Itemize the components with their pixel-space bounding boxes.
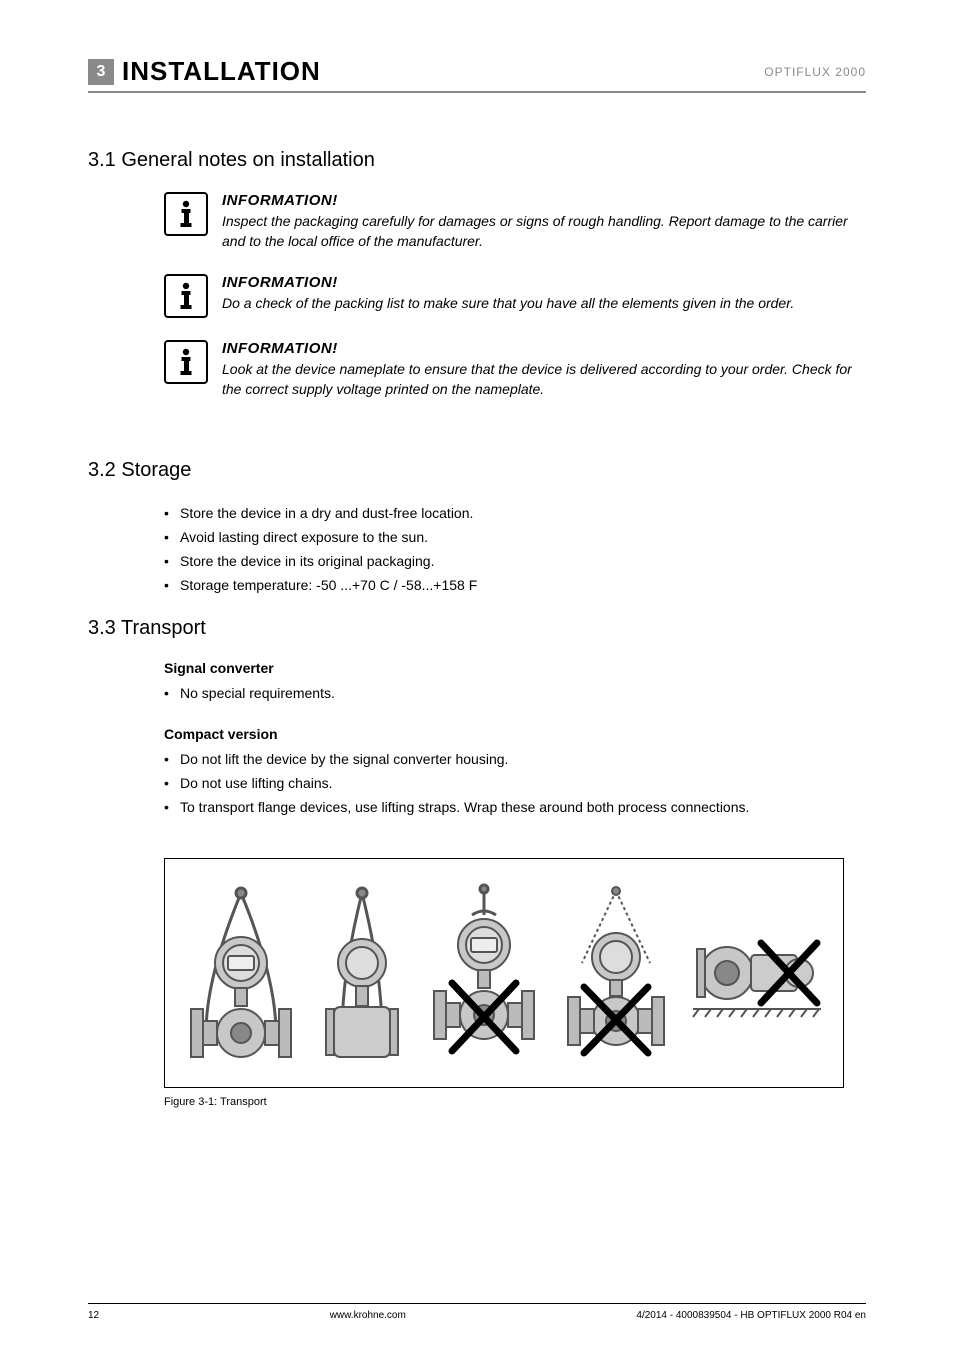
section-3-2-body: Store the device in a dry and dust-free … [164, 502, 866, 597]
info-text: INFORMATION! Look at the device nameplat… [222, 340, 866, 400]
section-3-2-heading: 3.2 Storage [88, 459, 866, 482]
compact-version-list: Do not lift the device by the signal con… [164, 748, 866, 819]
chapter-number-box: 3 [88, 59, 114, 85]
list-item: Do not lift the device by the signal con… [164, 748, 866, 772]
info-block: INFORMATION! Inspect the packaging caref… [164, 192, 866, 252]
transport-correct-front-icon [181, 883, 301, 1063]
info-body: Do a check of the packing list to make s… [222, 293, 794, 313]
chapter-header: 3 INSTALLATION OPTIFLUX 2000 [88, 56, 866, 87]
chapter-number: 3 [97, 63, 106, 81]
footer-url: www.krohne.com [330, 1310, 406, 1321]
info-body: Inspect the packaging carefully for dama… [222, 211, 866, 252]
page-number: 12 [88, 1310, 99, 1321]
list-item: Do not use lifting chains. [164, 772, 866, 796]
signal-converter-heading: Signal converter [164, 660, 866, 676]
info-heading: INFORMATION! [222, 340, 866, 357]
header-rule [88, 91, 866, 93]
page-footer: 12 www.krohne.com 4/2014 - 4000839504 - … [88, 1303, 866, 1321]
figure-3-1 [164, 858, 844, 1088]
footer-docref: 4/2014 - 4000839504 - HB OPTIFLUX 2000 R… [636, 1310, 866, 1321]
info-icon [164, 274, 208, 318]
list-item: Avoid lasting direct exposure to the sun… [164, 526, 866, 550]
product-name: OPTIFLUX 2000 [764, 65, 866, 79]
section-3-3-heading: 3.3 Transport [88, 617, 866, 640]
info-block: INFORMATION! Do a check of the packing l… [164, 274, 866, 318]
info-block: INFORMATION! Look at the device nameplat… [164, 340, 866, 400]
section-3-1-heading: 3.1 General notes on installation [88, 149, 866, 172]
storage-list: Store the device in a dry and dust-free … [164, 502, 866, 597]
info-icon [164, 340, 208, 384]
info-heading: INFORMATION! [222, 192, 866, 209]
transport-wrong-roll-icon [687, 913, 827, 1033]
info-body: Look at the device nameplate to ensure t… [222, 359, 866, 400]
compact-version-heading: Compact version [164, 726, 866, 742]
list-item: To transport flange devices, use lifting… [164, 796, 866, 820]
signal-converter-list: No special requirements. [164, 682, 866, 706]
transport-correct-side-icon [312, 883, 412, 1063]
list-item: Store the device in its original packagi… [164, 550, 866, 574]
figure-caption: Figure 3-1: Transport [164, 1096, 866, 1108]
chapter-title: INSTALLATION [122, 56, 764, 87]
info-heading: INFORMATION! [222, 274, 794, 291]
list-item: Storage temperature: -50 ...+70 C / -58.… [164, 574, 866, 598]
list-item: Store the device in a dry and dust-free … [164, 502, 866, 526]
info-icon [164, 192, 208, 236]
transport-wrong-lift-housing-icon [424, 883, 544, 1063]
info-text: INFORMATION! Inspect the packaging caref… [222, 192, 866, 252]
list-item: No special requirements. [164, 682, 866, 706]
info-text: INFORMATION! Do a check of the packing l… [222, 274, 794, 313]
transport-wrong-chains-icon [556, 883, 676, 1063]
section-3-3-body: Signal converter No special requirements… [164, 660, 866, 819]
